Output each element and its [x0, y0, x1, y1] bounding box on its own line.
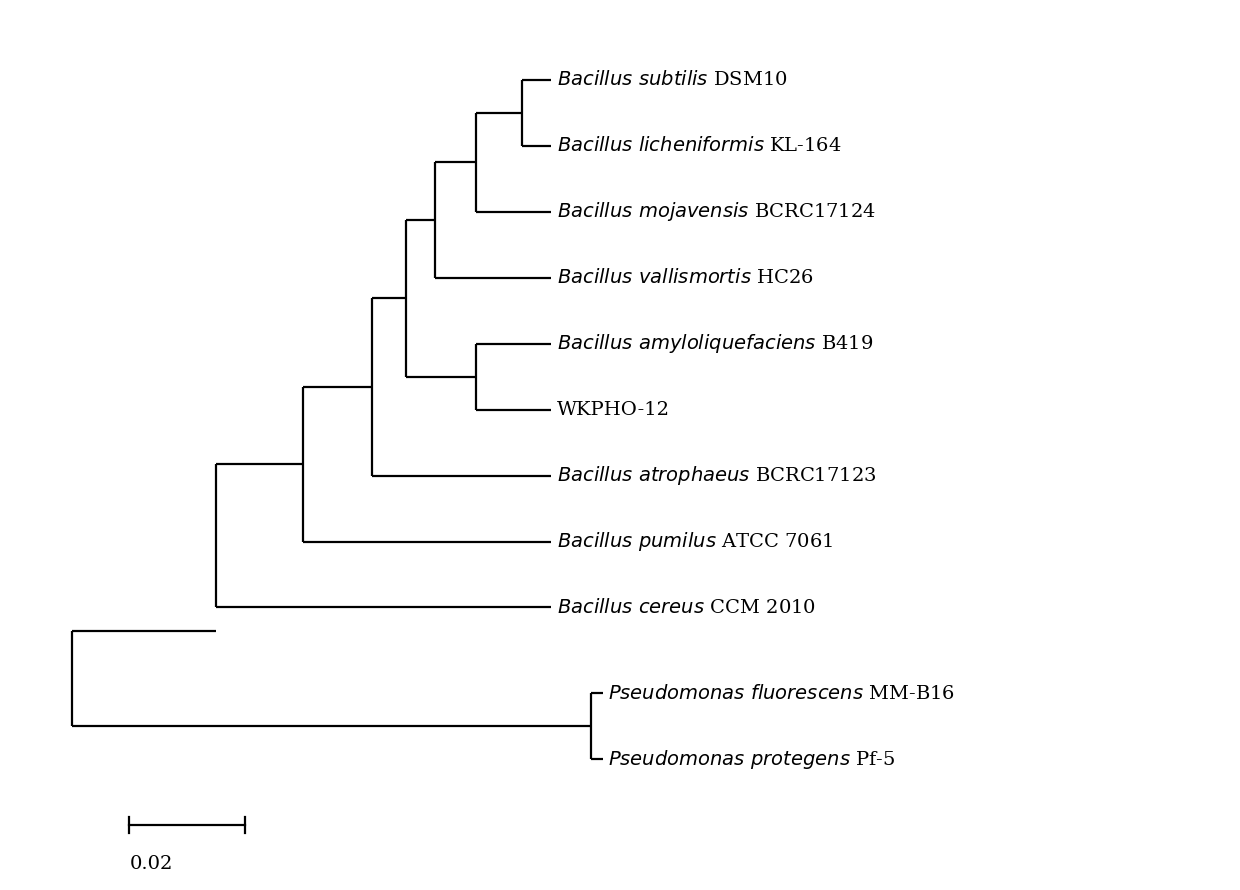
Text: $\mathit{Bacillus\ cereus}$ CCM 2010: $\mathit{Bacillus\ cereus}$ CCM 2010: [557, 598, 816, 617]
Text: WKPHO-12: WKPHO-12: [557, 400, 670, 418]
Text: $\mathit{Bacillus\ vallismortis}$ HC26: $\mathit{Bacillus\ vallismortis}$ HC26: [557, 268, 813, 287]
Text: $\mathit{Bacillus\ pumilus}$ ATCC 7061: $\mathit{Bacillus\ pumilus}$ ATCC 7061: [557, 530, 833, 553]
Text: $\mathit{Bacillus\ atrophaeus}$ BCRC17123: $\mathit{Bacillus\ atrophaeus}$ BCRC1712…: [557, 464, 877, 487]
Text: $\mathit{Bacillus\ licheniformis}$ KL-164: $\mathit{Bacillus\ licheniformis}$ KL-16…: [557, 136, 841, 155]
Text: $\mathit{Bacillus\ amyloliquefaciens}$ B419: $\mathit{Bacillus\ amyloliquefaciens}$ B…: [557, 332, 873, 355]
Text: 0.02: 0.02: [129, 854, 172, 873]
Text: $\mathit{Bacillus\ mojavensis}$ BCRC17124: $\mathit{Bacillus\ mojavensis}$ BCRC1712…: [557, 200, 875, 223]
Text: $\mathit{Pseudomonas\ fluorescens}$ MM-B16: $\mathit{Pseudomonas\ fluorescens}$ MM-B…: [609, 684, 955, 703]
Text: $\mathit{Bacillus\ subtilis}$ DSM10: $\mathit{Bacillus\ subtilis}$ DSM10: [557, 70, 787, 89]
Text: $\mathit{Pseudomonas\ protegens}$ Pf-5: $\mathit{Pseudomonas\ protegens}$ Pf-5: [609, 748, 895, 771]
